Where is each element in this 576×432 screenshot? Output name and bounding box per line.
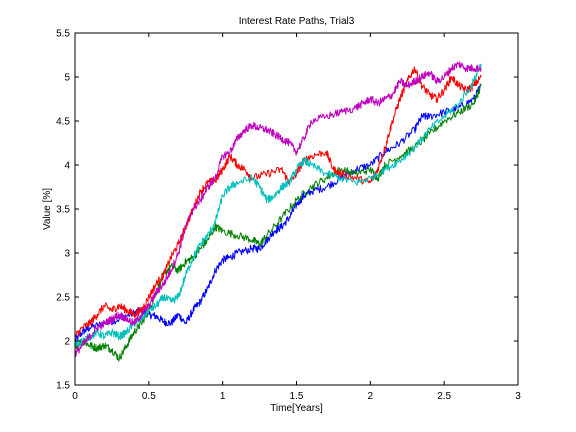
y-tick-label: 2 [64,337,70,348]
series-line-5 [74,61,482,357]
series-line-2 [74,83,482,362]
x-tick-label: 1 [220,391,226,402]
series-line-3 [74,66,482,338]
x-tick-label: 0 [72,391,78,402]
x-tick-label: 3 [515,391,521,402]
y-tick-label: 3 [64,249,70,260]
series-line-4 [74,63,482,348]
y-tick-label: 4 [64,161,70,172]
y-tick-label: 4.5 [56,117,70,128]
x-tick-label: 1.5 [290,391,304,402]
y-tick-label: 5.5 [56,29,70,40]
chart-title: Interest Rate Paths, Trial3 [239,16,355,27]
y-tick-label: 2.5 [56,293,70,304]
y-axis-label: Value [%] [42,188,53,230]
x-tick-label: 2.5 [437,391,451,402]
y-tick-label: 1.5 [56,381,70,392]
plot-area [75,33,518,385]
x-tick-label: 2 [368,391,374,402]
series-layer [74,61,482,362]
y-tick-label: 3.5 [56,205,70,216]
x-axis-label: Time[Years] [270,403,323,414]
y-tick-label: 5 [64,73,70,84]
x-tick-label: 0.5 [142,391,156,402]
ticks-layer: 0 0.5 1 1.5 2 2.5 3 1.5 2 2.5 3 3.5 4 4.5 5 5.5 [56,29,521,403]
